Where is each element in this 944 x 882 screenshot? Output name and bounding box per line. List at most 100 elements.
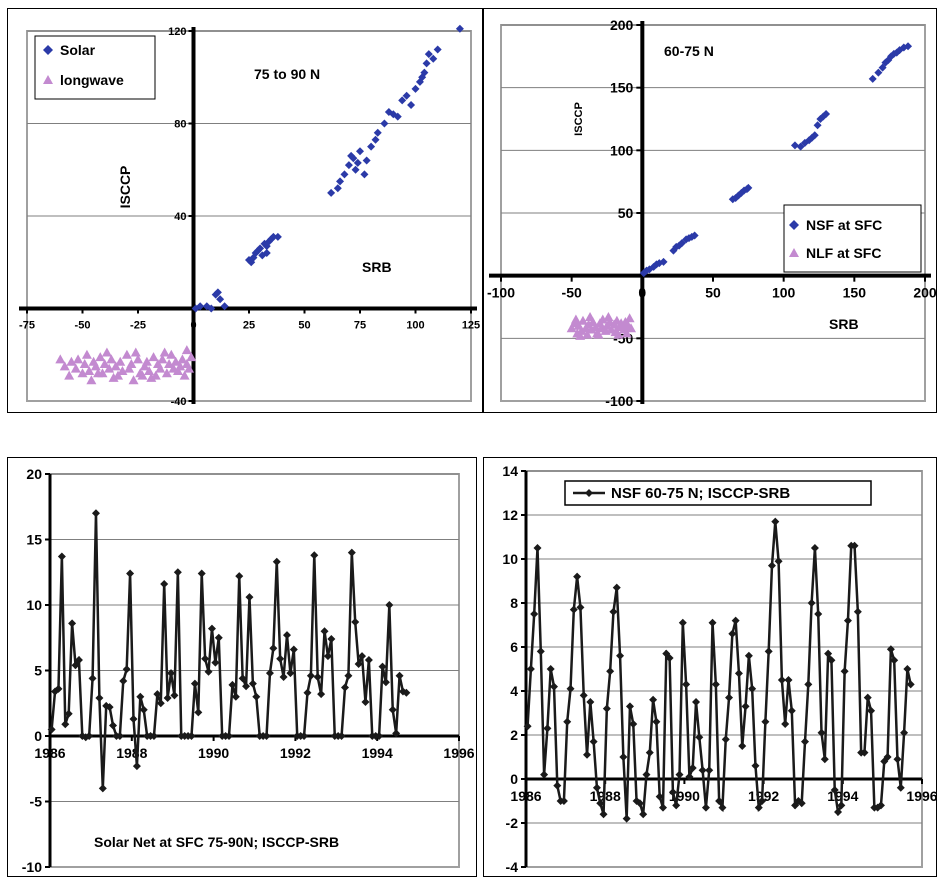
data-point <box>79 359 90 368</box>
x-tick-label: 1986 <box>34 745 65 761</box>
data-point <box>128 375 139 385</box>
data-point <box>139 705 148 714</box>
data-point <box>105 703 114 712</box>
data-point <box>253 246 262 255</box>
data-point <box>303 688 312 697</box>
data-point <box>228 680 237 689</box>
y-tick-label: 20 <box>26 466 42 482</box>
data-point <box>356 147 364 156</box>
data-point <box>606 667 615 676</box>
data-point <box>310 551 319 560</box>
data-point <box>85 732 94 740</box>
data-point <box>543 724 552 733</box>
data-point <box>794 797 803 805</box>
data-point <box>550 682 559 691</box>
data-point <box>364 656 373 665</box>
data-point <box>645 748 654 757</box>
data-point <box>586 698 595 706</box>
y-tick-label: -10 <box>22 859 42 875</box>
data-point <box>337 732 346 740</box>
data-point <box>177 354 188 364</box>
y-tick-label: 0 <box>510 771 518 787</box>
data-point <box>327 635 336 644</box>
data-point <box>98 784 107 793</box>
data-point <box>323 652 332 661</box>
data-point <box>207 304 216 313</box>
data-point <box>665 654 674 662</box>
data-point <box>890 656 899 665</box>
y-tick-label: 8 <box>510 595 518 611</box>
data-point <box>181 345 192 355</box>
data-point <box>207 624 216 633</box>
data-point <box>609 607 618 616</box>
data-point <box>336 177 345 186</box>
legend-label: NSF at SFC <box>806 217 882 233</box>
data-point <box>170 691 179 700</box>
x-tick-label: 1994 <box>362 745 393 761</box>
y-tick-label: 50 <box>618 205 634 221</box>
y-tick-label: 5 <box>34 663 42 679</box>
data-point <box>148 352 159 362</box>
y-tick-label: 4 <box>510 683 518 699</box>
x-tick-label: 25 <box>243 320 255 332</box>
data-point <box>734 669 743 678</box>
data-point <box>764 647 773 656</box>
data-point <box>385 601 394 609</box>
data-point <box>77 368 88 378</box>
data-point <box>896 783 905 792</box>
data-point <box>718 803 727 812</box>
data-point <box>599 810 608 819</box>
data-point <box>834 808 843 816</box>
data-point <box>95 352 106 362</box>
solar-net-line-chart: Solar Net at SFC 75-90N; ISCCP-SRB -10 -5… <box>22 466 475 875</box>
x-tick-label: 1992 <box>748 788 779 804</box>
data-point <box>863 693 872 702</box>
data-point <box>893 755 902 764</box>
data-point <box>272 557 281 566</box>
data-point <box>906 680 915 689</box>
data-point <box>354 659 363 668</box>
data-point <box>115 356 126 366</box>
data-point <box>711 680 720 689</box>
data-point <box>175 361 186 371</box>
data-point <box>289 645 298 654</box>
data-point <box>787 706 796 715</box>
data-point <box>883 753 892 761</box>
data-point <box>73 354 84 364</box>
data-point <box>360 170 369 179</box>
data-point <box>566 684 575 693</box>
data-point <box>238 674 247 683</box>
data-point <box>860 748 869 757</box>
data-point <box>619 753 628 761</box>
data-point <box>306 671 315 680</box>
data-point <box>715 797 724 805</box>
x-tick-label: 100 <box>772 285 796 301</box>
data-point <box>800 138 809 147</box>
data-point <box>626 323 637 333</box>
y-tick-label: 12 <box>502 507 518 523</box>
data-point <box>658 803 667 812</box>
data-point <box>204 667 213 676</box>
y-axis-label: ISCCP <box>573 102 585 136</box>
data-point <box>242 682 251 691</box>
x-tick-label: -25 <box>130 320 146 332</box>
x-tick-label: 1990 <box>198 745 229 761</box>
data-point <box>68 619 77 628</box>
data-point <box>629 720 638 728</box>
data-point <box>678 618 687 627</box>
data-point <box>137 370 148 380</box>
data-point <box>850 541 859 550</box>
data-point <box>47 725 56 734</box>
data-point <box>613 329 624 339</box>
data-point <box>282 631 291 640</box>
data-point <box>731 193 740 202</box>
data-point <box>74 656 83 665</box>
data-point <box>771 517 780 526</box>
y-tick-label: 80 <box>174 119 186 131</box>
data-point <box>677 239 686 248</box>
data-point <box>398 687 407 696</box>
data-point <box>269 644 278 653</box>
data-point <box>167 669 176 678</box>
data-point <box>559 797 568 805</box>
data-point <box>381 678 390 687</box>
